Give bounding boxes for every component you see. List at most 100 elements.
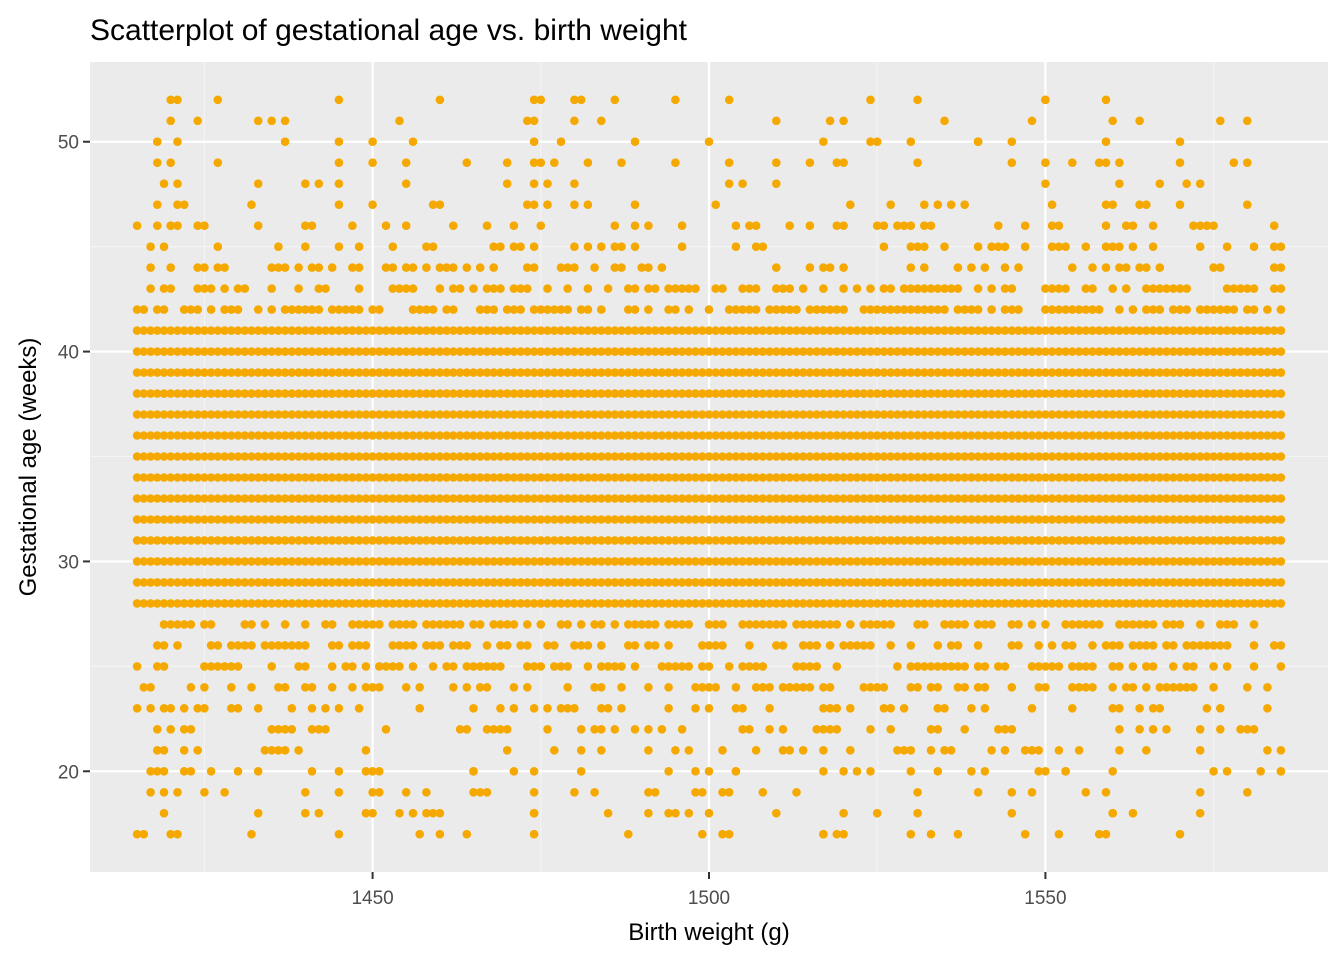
data-point (624, 641, 633, 650)
data-point (751, 284, 761, 293)
data-point (967, 431, 976, 440)
data-point (1142, 200, 1151, 209)
data-point (1142, 599, 1151, 608)
data-point (482, 389, 492, 398)
data-point (428, 662, 438, 671)
data-point (435, 829, 445, 839)
data-point (899, 599, 909, 608)
x-tick-label: 1550 (1024, 888, 1066, 909)
data-point (576, 725, 586, 734)
data-point (1014, 620, 1023, 629)
data-point (354, 410, 364, 419)
data-point (280, 410, 290, 419)
data-point (617, 536, 626, 545)
data-point (899, 536, 909, 545)
data-point (1162, 620, 1171, 629)
data-point (395, 494, 404, 503)
data-point (206, 599, 216, 608)
data-point (260, 557, 270, 566)
data-point (543, 431, 552, 440)
data-point (233, 641, 243, 650)
data-point (1222, 410, 1232, 419)
data-point (1115, 158, 1124, 167)
data-point (1027, 578, 1037, 587)
data-point (1007, 641, 1017, 650)
data-point (704, 599, 714, 608)
data-point (994, 410, 1003, 419)
data-point (718, 829, 727, 839)
data-point (832, 221, 842, 230)
data-point (1162, 410, 1171, 419)
data-point (227, 683, 236, 692)
data-point (738, 725, 747, 734)
data-point (253, 515, 263, 524)
data-point (1155, 431, 1165, 440)
data-point (704, 410, 714, 419)
data-point (1209, 473, 1218, 482)
data-point (906, 578, 916, 587)
data-point (159, 515, 169, 524)
data-point (1169, 431, 1178, 440)
data-point (576, 536, 586, 545)
data-point (879, 683, 889, 692)
data-point (536, 431, 546, 440)
data-point (1061, 578, 1070, 587)
data-point (805, 620, 815, 629)
data-point (388, 494, 398, 503)
data-point (812, 641, 821, 650)
data-point (321, 725, 330, 734)
data-point (825, 452, 835, 461)
data-point (1108, 410, 1117, 419)
data-point (1175, 158, 1185, 167)
data-point (987, 473, 996, 482)
data-point (375, 683, 384, 692)
data-point (132, 578, 142, 587)
data-point (644, 620, 653, 629)
data-point (314, 725, 324, 734)
data-point (341, 494, 351, 503)
data-point (603, 557, 613, 566)
data-point (563, 389, 572, 398)
data-point (630, 200, 640, 209)
data-point (846, 599, 855, 608)
data-point (1142, 494, 1151, 503)
data-point (967, 410, 976, 419)
data-point (819, 410, 828, 419)
data-point (442, 620, 451, 629)
data-point (1229, 410, 1239, 419)
data-point (287, 494, 297, 503)
data-point (307, 473, 317, 482)
data-point (1222, 431, 1232, 440)
data-point (220, 515, 229, 524)
data-point (408, 494, 418, 503)
data-point (973, 515, 983, 524)
data-point (482, 452, 492, 461)
data-point (684, 536, 694, 545)
data-point (738, 410, 747, 419)
data-point (253, 221, 263, 230)
data-point (1222, 473, 1232, 482)
data-point (792, 410, 801, 419)
data-point (772, 620, 781, 629)
data-point (321, 452, 330, 461)
data-point (926, 683, 936, 692)
data-point (449, 389, 458, 398)
data-point (698, 662, 707, 671)
data-point (617, 242, 626, 251)
data-point (1088, 473, 1097, 482)
data-point (994, 557, 1003, 566)
y-tick-label: 20 (58, 762, 79, 783)
data-point (173, 641, 182, 650)
data-point (920, 578, 929, 587)
data-point (435, 452, 445, 461)
data-point (913, 515, 922, 524)
data-point (1108, 515, 1117, 524)
data-point (1034, 452, 1043, 461)
data-point (812, 515, 821, 524)
data-point (496, 662, 505, 671)
data-point (758, 557, 768, 566)
data-point (146, 557, 155, 566)
data-point (953, 683, 963, 692)
data-point (1276, 599, 1286, 608)
data-point (1209, 410, 1218, 419)
